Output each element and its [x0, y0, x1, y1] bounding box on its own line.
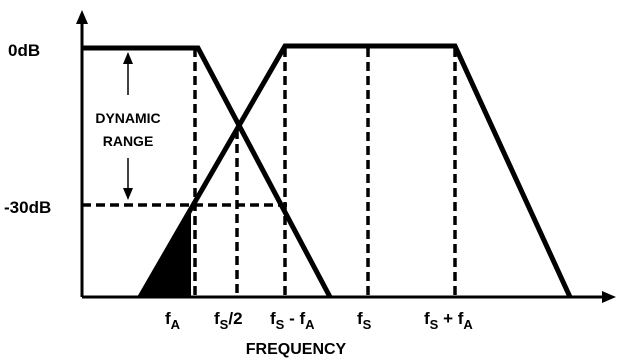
image-spectrum	[137, 43, 573, 299]
label-0db: 0dB	[8, 41, 40, 60]
dynamic-range-arrowhead-up	[123, 52, 133, 64]
x-axis-title: FREQUENCY	[246, 341, 347, 358]
y-axis-arrowhead	[76, 10, 88, 24]
dynamic-range-arrowhead-down	[123, 188, 133, 200]
dynamic-range-line1: DYNAMIC	[95, 110, 160, 126]
x-axis-arrowhead	[602, 291, 616, 303]
xlabel-fs-half: fS/2	[214, 309, 243, 332]
label-minus30db: -30dB	[4, 198, 51, 217]
baseband-spectrum	[82, 45, 333, 299]
xlabel-fa: fA	[165, 309, 181, 332]
xlabel-fs-minus-fa: fS - fA	[270, 309, 315, 332]
dynamic-range-line2: RANGE	[103, 133, 154, 149]
xlabel-fs-plus-fa: fS + fA	[424, 309, 473, 332]
xlabel-fs: fS	[357, 309, 372, 332]
